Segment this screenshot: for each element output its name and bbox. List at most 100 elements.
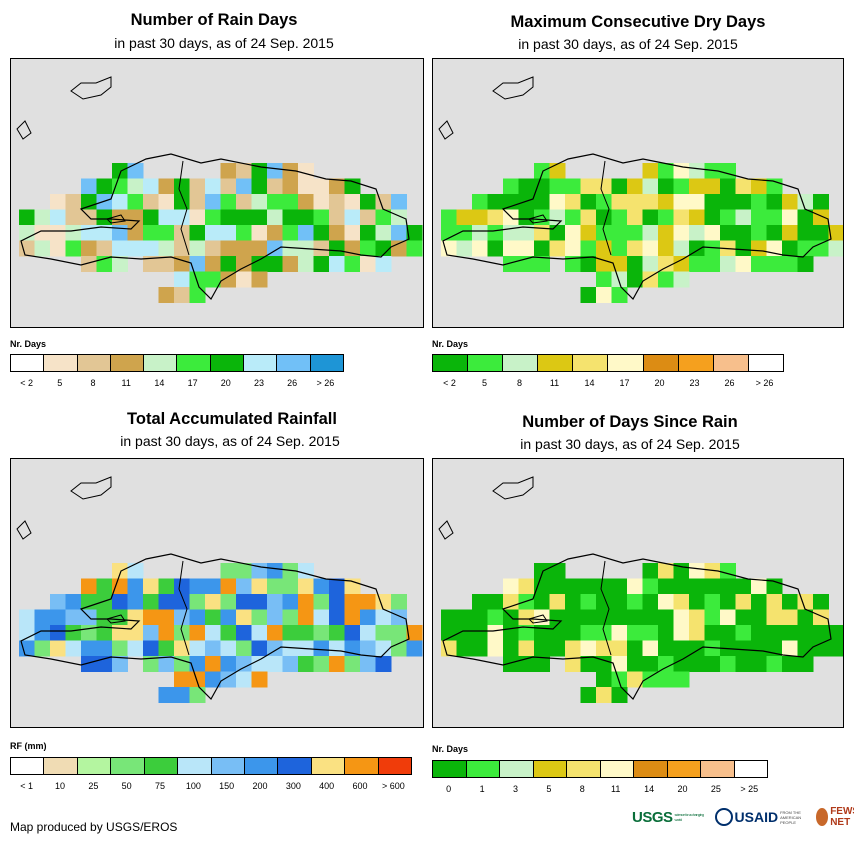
grid-cell bbox=[503, 578, 519, 595]
island-outline bbox=[438, 120, 454, 140]
grid-cell bbox=[704, 240, 721, 257]
grid-cell bbox=[828, 225, 843, 241]
grid-cell bbox=[518, 578, 535, 595]
grid-cell bbox=[344, 209, 361, 226]
grid-cell bbox=[189, 578, 206, 595]
grid-cell bbox=[735, 240, 752, 257]
legend-tick-label: > 25 bbox=[740, 784, 759, 794]
legend-swatch bbox=[734, 761, 767, 777]
grid-cell bbox=[282, 625, 299, 641]
grid-cell bbox=[549, 640, 566, 657]
legend-tick-label: > 26 bbox=[316, 378, 335, 388]
island-outline bbox=[70, 476, 112, 500]
grid-cell bbox=[298, 578, 314, 595]
grid-cell bbox=[611, 178, 628, 195]
legend-swatch bbox=[713, 355, 749, 371]
grid-cell bbox=[205, 256, 221, 272]
grid-cell bbox=[375, 194, 392, 210]
grid-cell bbox=[158, 640, 175, 657]
island-outline bbox=[442, 153, 832, 300]
grid-cell bbox=[565, 194, 581, 210]
legend-swatch bbox=[44, 758, 78, 774]
grid-cell bbox=[751, 594, 767, 610]
panel-1-map bbox=[10, 58, 424, 328]
legend-tick-label: 25 bbox=[710, 784, 721, 794]
legend-tick-label: 20 bbox=[220, 378, 231, 388]
grid-cell bbox=[205, 240, 221, 257]
grid-cell bbox=[34, 225, 51, 241]
legend-swatch bbox=[244, 758, 279, 774]
grid-cell bbox=[549, 625, 566, 641]
grid-cell bbox=[282, 640, 299, 657]
fewsnet-globe-icon bbox=[816, 808, 829, 826]
legend-tick-label: 10 bbox=[54, 781, 66, 791]
grid-cell bbox=[503, 240, 519, 257]
grid-cell bbox=[251, 271, 268, 288]
grid-cell bbox=[487, 194, 504, 210]
grid-cell bbox=[236, 640, 252, 657]
grid-cell bbox=[503, 594, 519, 610]
grid-cell bbox=[34, 625, 51, 641]
grid-cell bbox=[143, 578, 159, 595]
grid-cell bbox=[298, 563, 314, 579]
legend-swatch bbox=[11, 758, 45, 774]
legend-tick-label: 75 bbox=[154, 781, 166, 791]
grid-cell bbox=[313, 594, 330, 610]
panel-2-subtitle: in past 30 days, as of 24 Sep. 2015 bbox=[518, 36, 738, 52]
grid-cell bbox=[189, 271, 206, 288]
grid-cell bbox=[751, 178, 767, 195]
grid-cell bbox=[658, 625, 674, 641]
grid-cell bbox=[627, 609, 643, 626]
legend-swatch bbox=[667, 761, 701, 777]
grid-cell bbox=[518, 640, 535, 657]
legend-swatch bbox=[573, 355, 609, 371]
grid-cell bbox=[81, 578, 97, 595]
grid-cell bbox=[50, 609, 66, 626]
grid-cell bbox=[50, 625, 66, 641]
panel-2-map bbox=[432, 58, 844, 328]
grid-cell bbox=[549, 163, 566, 179]
grid-cell bbox=[673, 271, 690, 288]
grid-cell bbox=[236, 225, 252, 241]
grid-cell bbox=[406, 240, 423, 257]
grid-cell bbox=[720, 163, 736, 179]
grid-cell bbox=[797, 594, 814, 610]
grid-cell bbox=[611, 625, 628, 641]
grid-cell bbox=[565, 240, 581, 257]
grid-cell bbox=[96, 640, 113, 657]
grid-cell bbox=[828, 640, 843, 657]
grid-cell bbox=[267, 609, 283, 626]
grid-cell bbox=[236, 625, 252, 641]
grid-cell bbox=[456, 640, 473, 657]
grid-cell bbox=[596, 671, 612, 688]
grid-cell bbox=[642, 578, 659, 595]
legend-tick-label: < 1 bbox=[20, 781, 34, 791]
grid-cell bbox=[627, 625, 643, 641]
legend-tick-label: 8 bbox=[90, 378, 96, 388]
grid-cell bbox=[282, 194, 299, 210]
grid-cell bbox=[267, 594, 283, 610]
island-outline bbox=[20, 153, 410, 300]
grid-cell bbox=[441, 640, 457, 657]
panel-1-legend-ticks: < 2 5 8 11 14 17 20 23 26 > 26 bbox=[10, 378, 342, 390]
grid-cell bbox=[627, 578, 643, 595]
grid-cell bbox=[391, 640, 407, 657]
grid-cell bbox=[580, 625, 597, 641]
grid-cell bbox=[174, 671, 190, 688]
grid-cell bbox=[313, 225, 330, 241]
grid-cell bbox=[267, 225, 283, 241]
legend-swatch bbox=[77, 355, 111, 371]
grid-cell bbox=[642, 240, 659, 257]
panel-1-title: Number of Rain Days bbox=[130, 11, 298, 29]
legend-tick-label: 200 bbox=[252, 781, 268, 791]
grid-cell bbox=[65, 625, 82, 641]
grid-cell bbox=[220, 671, 237, 688]
panel-1-legend-bar bbox=[10, 354, 344, 372]
grid-cell bbox=[782, 640, 798, 657]
grid-cell bbox=[406, 225, 423, 241]
grid-cell bbox=[329, 594, 345, 610]
grid-cell bbox=[580, 178, 597, 195]
grid-cell bbox=[220, 209, 237, 226]
grid-cell bbox=[658, 640, 674, 657]
grid-cell bbox=[189, 209, 206, 226]
